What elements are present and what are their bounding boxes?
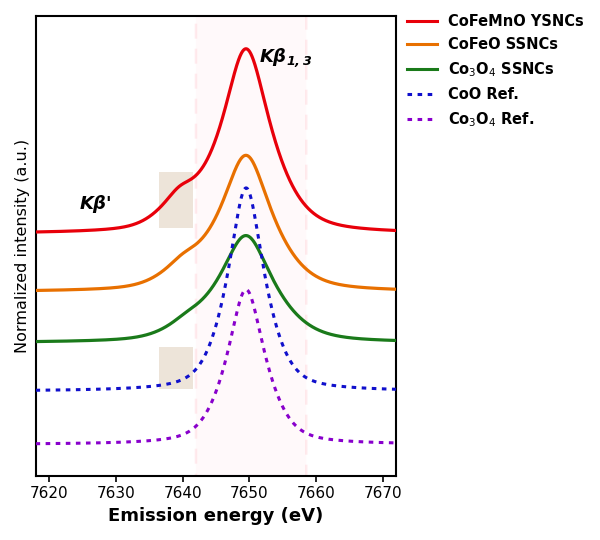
Legend: CoFeMnO YSNCs, CoFeO SSNCs, Co$_3$O$_4$ SSNCs, CoO Ref., Co$_3$O$_4$ Ref.: CoFeMnO YSNCs, CoFeO SSNCs, Co$_3$O$_4$ … [407,14,584,129]
CoFeO SSNCs [386,286,393,292]
CoO Ref. [95,386,102,393]
CoO Ref. [386,386,393,393]
Co$_3$O$_4$ Ref. [186,428,193,434]
CoFeMnO YSNCs [393,227,400,234]
Co$_3$O$_4$ Ref. [73,440,80,447]
Text: $\bfit{K}\bfit{\beta}$': $\bfit{K}\bfit{\beta}$' [79,193,112,215]
Co$_3$O$_4$ SSNCs [186,306,193,313]
FancyBboxPatch shape [196,0,306,500]
X-axis label: Emission energy (eV): Emission energy (eV) [109,507,323,525]
Bar [159,172,193,228]
CoFeO SSNCs [95,286,102,292]
Co$_3$O$_4$ SSNCs [73,338,80,344]
CoFeO SSNCs [347,283,354,289]
CoFeMnO YSNCs [347,224,354,230]
Co$_3$O$_4$ Ref. [170,434,178,441]
Co$_3$O$_4$ Ref. [95,440,102,446]
CoFeO SSNCs [170,258,178,265]
Co$_3$O$_4$ Ref. [347,438,354,444]
CoO Ref. [242,185,250,191]
CoFeMnO YSNCs [95,227,102,233]
Co$_3$O$_4$ SSNCs [170,318,178,325]
CoFeO SSNCs [73,286,80,293]
Co$_3$O$_4$ SSNCs [347,335,354,341]
CoFeMnO YSNCs [170,188,178,195]
CoO Ref. [186,372,193,379]
CoFeO SSNCs [242,152,250,159]
Y-axis label: Normalized intensity (a.u.): Normalized intensity (a.u.) [15,139,30,353]
Line: CoO Ref.: CoO Ref. [35,188,397,390]
Line: CoFeMnO YSNCs: CoFeMnO YSNCs [35,49,397,232]
CoFeO SSNCs [32,287,39,294]
CoO Ref. [73,387,80,393]
CoO Ref. [32,387,39,394]
CoO Ref. [170,379,178,386]
Text: $\bfit{K}\bfit{\beta}_{1,3}$: $\bfit{K}\bfit{\beta}_{1,3}$ [259,46,313,69]
Co$_3$O$_4$ SSNCs [32,339,39,345]
CoFeMnO YSNCs [242,45,250,52]
Line: Co$_3$O$_4$ SSNCs: Co$_3$O$_4$ SSNCs [35,235,397,342]
Co$_3$O$_4$ Ref. [386,440,393,446]
Line: CoFeO SSNCs: CoFeO SSNCs [35,156,397,291]
CoFeMnO YSNCs [32,229,39,235]
CoFeMnO YSNCs [386,227,393,233]
Co$_3$O$_4$ SSNCs [95,337,102,343]
Co$_3$O$_4$ Ref. [242,286,250,293]
Co$_3$O$_4$ Ref. [32,441,39,447]
CoO Ref. [347,384,354,390]
CoFeO SSNCs [186,246,193,252]
Line: Co$_3$O$_4$ Ref.: Co$_3$O$_4$ Ref. [35,289,397,444]
Co$_3$O$_4$ SSNCs [386,337,393,343]
CoFeMnO YSNCs [73,228,80,234]
Co$_3$O$_4$ SSNCs [393,338,400,344]
CoO Ref. [393,386,400,393]
Co$_3$O$_4$ SSNCs [242,232,250,239]
CoFeMnO YSNCs [186,177,193,183]
Co$_3$O$_4$ Ref. [393,440,400,446]
CoFeO SSNCs [393,286,400,293]
Bar [159,347,193,389]
